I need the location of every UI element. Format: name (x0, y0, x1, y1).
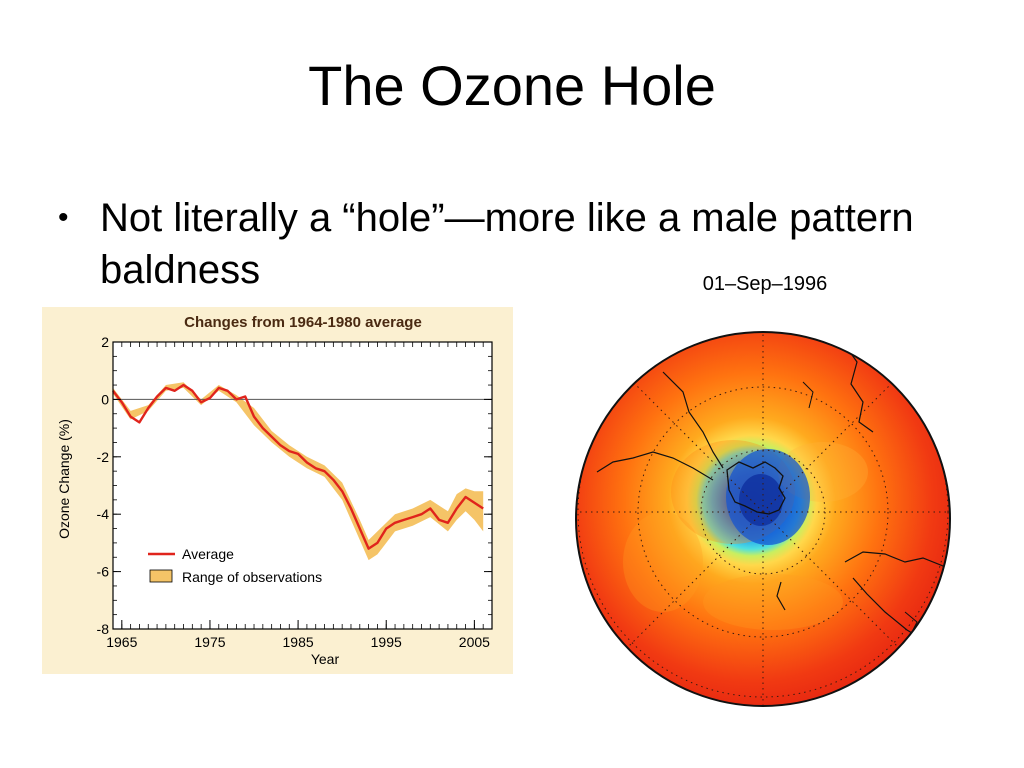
south-america-coast (596, 451, 714, 481)
bullet-text: Not literally a “hole”—more like a male … (100, 196, 914, 292)
chart-title: Changes from 1964-1980 average (184, 314, 422, 331)
ozone-change-chart: Changes from 1964-1980 average 1965 1975 1… (42, 307, 513, 674)
legend-range-swatch (149, 569, 173, 583)
y-tick-label: 2 (101, 334, 109, 350)
ozone-polar-map-svg: 01–Sep–1996 (575, 273, 951, 707)
y-tick-label: -6 (97, 564, 110, 580)
x-tick-label: 1985 (283, 634, 314, 650)
south-america-coast (662, 371, 724, 469)
y-tick-label: 0 (101, 391, 109, 407)
y-tick-label: -4 (97, 506, 110, 522)
meridian-line (762, 511, 898, 647)
ozone-blob-4 (703, 574, 843, 630)
antarctica-outline (726, 461, 786, 515)
ozone-polar-map: 01–Sep–1996 (513, 262, 999, 762)
x-tick-label: 1995 (371, 634, 402, 650)
legend-range-label: Range of observations (182, 569, 322, 585)
x-axis-label: Year (311, 651, 340, 667)
y-tick-label: -8 (97, 621, 110, 637)
ozone-change-chart-svg: Changes from 1964-1980 average 1965 1975 1… (56, 314, 493, 667)
legend-average-label: Average (182, 546, 234, 562)
africa-coast (842, 341, 874, 433)
ozone-hole-center (739, 474, 783, 526)
island-outline (802, 381, 814, 409)
y-tick-label: -2 (97, 449, 110, 465)
bullet-dot: • (58, 201, 69, 234)
meridian-line (628, 377, 764, 513)
globe-border (575, 331, 951, 707)
average-line (112, 383, 484, 550)
ozone-blob-3 (623, 512, 703, 612)
x-tick-label: 2005 (459, 634, 490, 650)
new-zealand-outline (776, 581, 786, 611)
latitude-circle-middle (637, 386, 889, 638)
chart-legend: Average Range of observations (148, 546, 322, 585)
bullet-point: • Not literally a “hole”—more like a mal… (58, 192, 918, 296)
slide-title: The Ozone Hole (308, 54, 716, 117)
latitude-circle-outer (577, 332, 949, 698)
y-axis-label: Ozone Change (%) (56, 419, 72, 539)
x-tick-label: 1975 (194, 634, 225, 650)
meridian-line (628, 511, 764, 647)
x-tick-label: 1965 (106, 634, 137, 650)
map-date-label: 01–Sep–1996 (703, 273, 828, 295)
meridian-line (762, 377, 898, 513)
